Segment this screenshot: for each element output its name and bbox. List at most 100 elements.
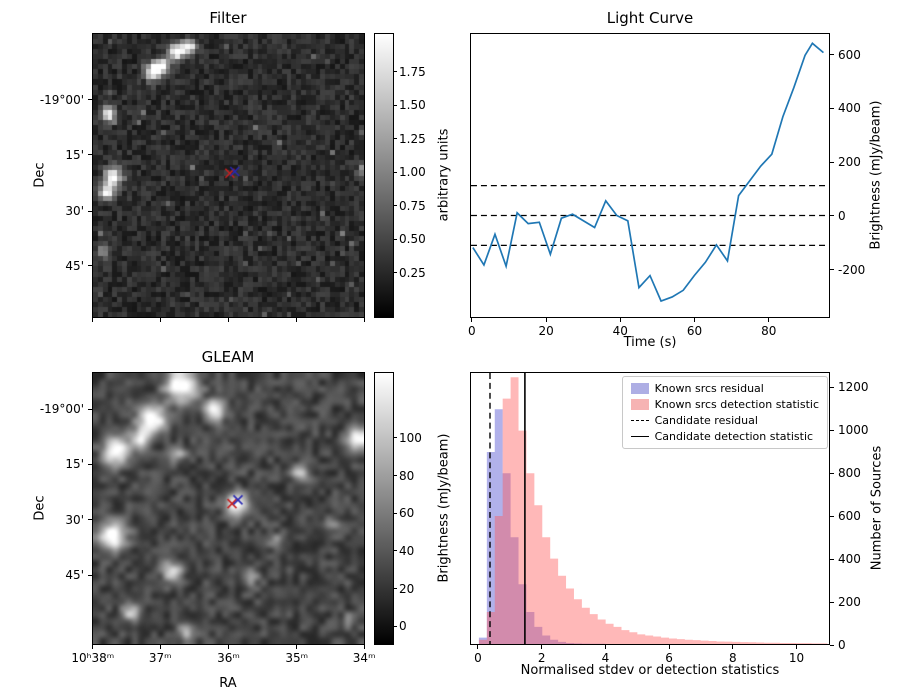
legend-item: Known srcs residual [630,382,819,395]
filter-cbar-tick-mark [394,205,397,207]
filter-xtick-mark [363,318,365,322]
gleam-ytick-mark [88,519,92,521]
hist-ytick-mark [830,644,834,646]
hist-ytick-label: 600 [838,509,861,524]
gleam-xtick-mark [228,645,229,649]
light-curve-panel [470,33,830,318]
filter-ytick-label: 45' [65,258,84,273]
ra-axis-label: RA [219,676,237,691]
gleam-cbar-tick-label: 60 [399,506,415,521]
filter-cbar-tick-mark [394,238,397,240]
lc-ytick-label: -200 [838,262,866,277]
filter-image [93,34,364,317]
lc-ytick-label: 600 [838,47,861,62]
filter-title: Filter [209,9,247,27]
filter-cbar-tick-mark [394,104,397,106]
filter-ytick-label: -19°00' [39,92,84,107]
filter-cbar-tick-label: 1.00 [399,165,426,180]
lc-ytick-mark [830,161,834,163]
filter-ytick-label: 15' [65,147,84,162]
filter-cbar-tick-mark [394,138,397,140]
hist-series-1 [478,377,828,644]
lc-xtick-label: 80 [761,324,777,338]
gleam-cbar-tick-label: 100 [399,430,422,445]
filter-colorbar-label: arbitrary units [436,128,452,222]
legend-item: Candidate residual [630,414,819,427]
gleam-xtick-mark [296,645,298,649]
filter-ytick-mark [88,154,92,156]
lc-xtick-mark [768,318,770,322]
filter-xtick-mark [296,318,298,322]
gleam-ytick-mark [88,463,92,465]
filter-image-panel [92,33,365,318]
lc-xtick-mark [471,318,473,322]
legend-item: Candidate detection statistic [630,430,819,443]
lc-xtick-mark [545,318,547,322]
filter-xtick-mark [159,318,161,322]
lc-ytick-mark [830,107,834,109]
legend-label: Candidate detection statistic [654,430,814,443]
hist-ytick-mark [830,601,834,603]
filter-cbar-tick-label: 0.25 [399,265,426,280]
filter-cbar-tick-label: 0.50 [399,232,426,247]
light-curve-title: Light Curve [606,9,694,27]
lc-ytick-mark [830,269,834,271]
lc-xtick-label: 40 [612,324,628,338]
lc-xtick-label: 0 [468,324,476,338]
gleam-title: GLEAM [201,348,255,366]
filter-colorbar [374,33,394,318]
filter-xtick-mark [228,318,229,322]
gleam-cbar-tick-mark [394,475,397,477]
hist-xtick-mark [477,645,479,649]
hist-ytick-mark [830,386,834,388]
light-curve-line [472,42,824,303]
filter-ytick-mark [88,265,92,267]
filter-cbar-tick-label: 1.25 [399,131,426,146]
filter-cbar-tick-mark [394,71,397,73]
gleam-cbar-tick-mark [394,588,397,590]
hist-ytick-mark [830,472,834,474]
gleam-ytick-mark [88,574,92,576]
filter-xtick-mark [92,318,94,322]
gleam-xtick-label: 34ᵐ [352,651,376,665]
gleam-ytick-label: -19°00' [39,402,84,417]
filter-cbar-tick-label: 1.75 [399,64,426,79]
hist-xtick-label: 8 [729,651,737,665]
histogram-x-axis-label: Normalised stdev or detection statistics [520,663,780,678]
hist-series-0 [478,409,606,644]
hist-ytick-label: 1000 [838,423,869,438]
hist-ytick-label: 1200 [838,380,869,395]
legend-label: Candidate residual [654,414,758,427]
legend-dashed-line-swatch [630,420,649,421]
lc-ytick-mark [830,54,834,55]
gleam-ytick-label: 30' [65,512,84,527]
filter-ytick-mark [88,99,92,101]
gleam-colorbar-label: Brightness (mJy/beam) [436,433,452,583]
gleam-cbar-tick-mark [394,437,397,439]
gleam-cbar-tick-label: 20 [399,581,415,596]
hist-xtick-label: 10 [788,651,805,665]
gleam-xtick-mark [363,645,365,649]
gleam-cbar-tick-label: 0 [399,619,407,634]
light-curve-plot [471,42,829,303]
gleam-cbar-tick-label: 40 [399,543,415,558]
lc-ytick-label: 200 [838,155,861,170]
hist-xtick-label: 6 [665,651,673,665]
filter-ytick-mark [88,210,92,212]
gleam-colorbar [374,372,394,645]
lc-xtick-mark [694,318,696,322]
hist-xtick-label: 2 [537,651,546,665]
gleam-cbar-tick-mark [394,512,397,514]
lc-xtick-mark [619,318,621,322]
lc-ytick-mark [830,215,834,217]
gleam-xtick-label: 37ᵐ [148,651,172,665]
hist-ytick-label: 400 [838,552,861,567]
hist-xtick-label: 4 [601,651,610,665]
hist-ytick-label: 800 [838,466,861,481]
gleam-image [93,373,364,644]
histogram-legend: Known srcs residual Known srcs detection … [621,376,828,449]
lc-xtick-label: 60 [686,324,703,338]
lc-ytick-label: 0 [838,208,846,223]
filter-dec-axis-label: Dec [32,162,48,188]
